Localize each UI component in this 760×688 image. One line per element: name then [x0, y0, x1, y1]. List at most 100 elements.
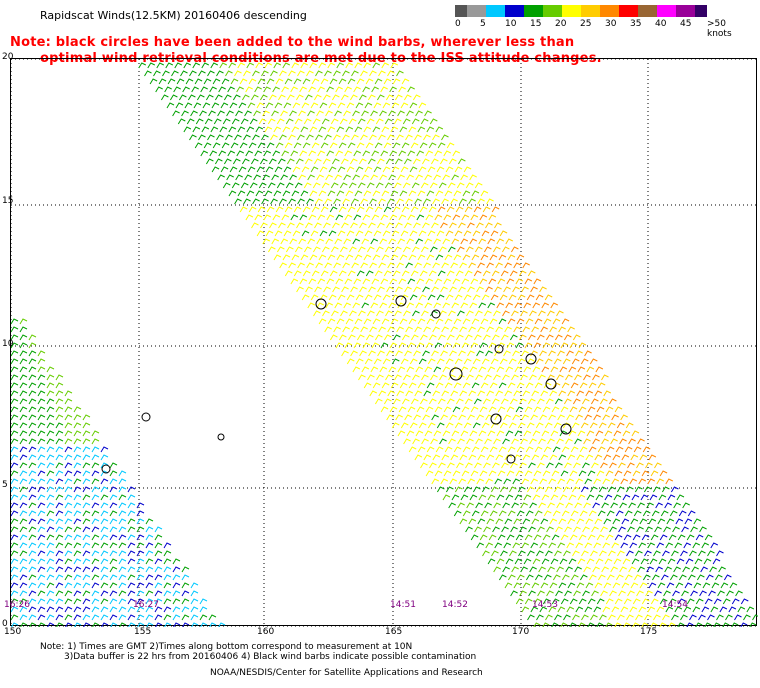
wind-barb — [341, 350, 349, 357]
wind-barb — [439, 310, 447, 317]
wind-barb — [182, 86, 190, 93]
wind-barb — [587, 598, 596, 605]
wind-barb — [265, 102, 274, 109]
wind-barb — [210, 126, 219, 133]
wind-barb — [82, 438, 91, 445]
wind-barb — [408, 446, 417, 453]
wind-barb — [370, 174, 378, 181]
wind-barb — [311, 270, 320, 277]
wind-barb — [376, 310, 384, 317]
wind-barb — [408, 190, 417, 197]
wind-barb — [289, 110, 297, 117]
wind-barb — [223, 158, 232, 165]
wind-barb — [485, 222, 493, 229]
wind-barb — [343, 174, 351, 181]
wind-barb — [522, 454, 531, 461]
wind-barb — [490, 230, 499, 237]
wind-barb — [575, 478, 584, 485]
wind-barb — [19, 590, 28, 597]
wind-barb — [372, 190, 381, 197]
wind-barb — [19, 486, 28, 493]
wind-barb — [372, 126, 381, 133]
wind-barb — [138, 62, 147, 69]
wind-barb — [535, 422, 544, 429]
wind-barb — [550, 558, 559, 565]
wind-barb — [28, 486, 37, 493]
wind-barb — [358, 374, 366, 381]
wind-barb — [486, 518, 495, 525]
wind-barb — [450, 390, 459, 397]
wind-barb — [250, 94, 259, 101]
wind-barb — [82, 478, 91, 485]
wind-barb — [432, 262, 440, 269]
wind-barb — [247, 166, 256, 173]
wind-barb — [621, 518, 630, 525]
wind-barb — [574, 374, 582, 381]
footnote-line-1: Note: 1) Times are GMT 2)Times along bot… — [40, 642, 413, 652]
wind-barb — [28, 334, 37, 341]
wind-barb — [618, 462, 626, 469]
wind-barb — [19, 462, 28, 469]
wind-barb — [468, 198, 476, 205]
wind-barb — [91, 542, 100, 549]
wind-barb — [451, 174, 459, 181]
wind-barb — [524, 470, 533, 477]
wind-barb — [614, 534, 623, 541]
wind-barb — [437, 334, 446, 341]
wind-barb — [616, 422, 625, 429]
wind-barb — [349, 158, 358, 165]
wind-barb — [367, 310, 375, 317]
wind-barb — [55, 574, 64, 581]
legend-swatch — [486, 5, 505, 17]
wind-barb — [267, 118, 276, 125]
wind-barb — [431, 350, 439, 357]
wind-barb — [585, 454, 594, 461]
wind-barb — [345, 126, 354, 133]
wind-barb — [541, 558, 550, 565]
wind-barb — [637, 502, 645, 509]
wind-barb — [347, 142, 356, 149]
wind-barb — [729, 582, 738, 589]
wind-barb — [339, 246, 348, 253]
wind-barb — [537, 462, 545, 469]
wind-barb — [477, 390, 486, 397]
wind-barb — [557, 606, 566, 613]
wind-barb — [654, 462, 662, 469]
wind-barb — [466, 438, 474, 445]
wind-barb — [473, 206, 482, 213]
wind-barb — [307, 174, 315, 181]
wind-barb — [100, 502, 109, 509]
wind-barb — [497, 534, 506, 541]
island-outline — [506, 454, 516, 464]
x-tick-170: 170 — [512, 627, 530, 637]
wind-barb — [439, 158, 448, 165]
legend-label: 0 — [455, 19, 461, 29]
wind-barb — [502, 502, 510, 509]
wind-barb — [478, 366, 487, 373]
wind-barb — [311, 78, 320, 85]
wind-barb — [516, 510, 525, 517]
wind-barb — [512, 478, 521, 485]
wind-barb — [463, 358, 472, 365]
wind-barb — [270, 70, 278, 77]
wind-barb — [342, 70, 350, 77]
wind-barb — [408, 382, 417, 389]
wind-barb — [358, 158, 367, 165]
wind-barb — [19, 494, 28, 501]
wind-barb — [508, 358, 517, 365]
wind-barb — [230, 78, 239, 85]
wind-barb — [379, 110, 387, 117]
wind-barb — [82, 606, 91, 613]
wind-barb — [451, 430, 460, 437]
legend-swatch — [695, 5, 707, 17]
wind-barb — [385, 310, 393, 317]
wind-barb — [615, 446, 624, 453]
wind-barb — [443, 214, 452, 221]
wind-barb — [46, 614, 55, 621]
wind-barb — [274, 102, 283, 109]
wind-barb — [592, 374, 600, 381]
wind-barb — [644, 550, 652, 557]
wind-barb — [450, 198, 458, 205]
wind-barb — [579, 574, 588, 581]
wind-barb — [312, 246, 321, 253]
